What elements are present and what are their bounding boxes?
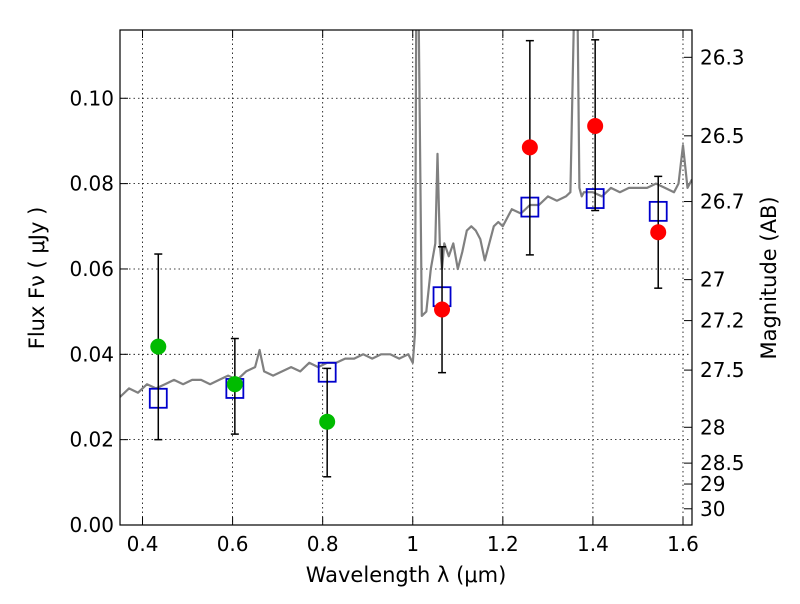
observed-points-layer: [150, 39, 667, 478]
x-tick-label: 1.2: [487, 532, 519, 556]
y-tick-label: 0.08: [69, 172, 114, 196]
spectrum-layer: [120, 30, 692, 398]
y2-tick-label: 27.5: [700, 358, 745, 382]
x-tick-label: 0.8: [307, 532, 339, 556]
y2-tick-label: 26.7: [700, 190, 745, 214]
y-tick-label: 0.10: [69, 86, 114, 110]
y-tick-label: 0.00: [69, 513, 114, 537]
observed-point-dot: [650, 224, 667, 241]
x-axis-title: Wavelength λ (μm): [306, 563, 507, 587]
observed-point-dot: [150, 338, 167, 355]
observed-point-dot: [521, 139, 538, 156]
spectrum-line: [120, 30, 692, 398]
x-tick-label: 0.4: [127, 532, 159, 556]
observed-point-dot: [319, 413, 336, 430]
x-tick-label: 1: [406, 532, 419, 556]
x-tick-label: 0.6: [217, 532, 249, 556]
plot-frame: [119, 29, 693, 526]
observed-point-dot: [226, 376, 243, 393]
observed-point-dot: [587, 118, 604, 135]
axis-ticks: 0.4 0.6 0.8 1 1.2 1.4 1.6 0.00 0.02 0.04 0.06 0.08 0…: [69, 30, 745, 556]
y2-tick-label: 28: [700, 415, 725, 439]
grid-lines: [120, 30, 692, 526]
y-tick-label: 0.04: [69, 342, 114, 366]
y2-tick-label: 26.3: [700, 45, 745, 69]
y2-tick-label: 28.5: [700, 451, 745, 475]
y-tick-label: 0.06: [69, 257, 114, 281]
y-axis-title: Flux Fν ( μJy ): [25, 207, 49, 350]
y2-axis-title: Magnitude (AB): [757, 196, 781, 359]
observed-point-dot: [434, 301, 451, 318]
y2-tick-label: 26.5: [700, 124, 745, 148]
y2-tick-label: 29: [700, 472, 725, 496]
y2-tick-label: 27.2: [700, 309, 745, 333]
x-tick-label: 1.6: [667, 532, 699, 556]
y2-tick-label: 30: [700, 497, 725, 521]
x-tick-label: 1.4: [577, 532, 609, 556]
y-tick-label: 0.02: [69, 428, 114, 452]
y2-tick-label: 27: [700, 268, 725, 292]
